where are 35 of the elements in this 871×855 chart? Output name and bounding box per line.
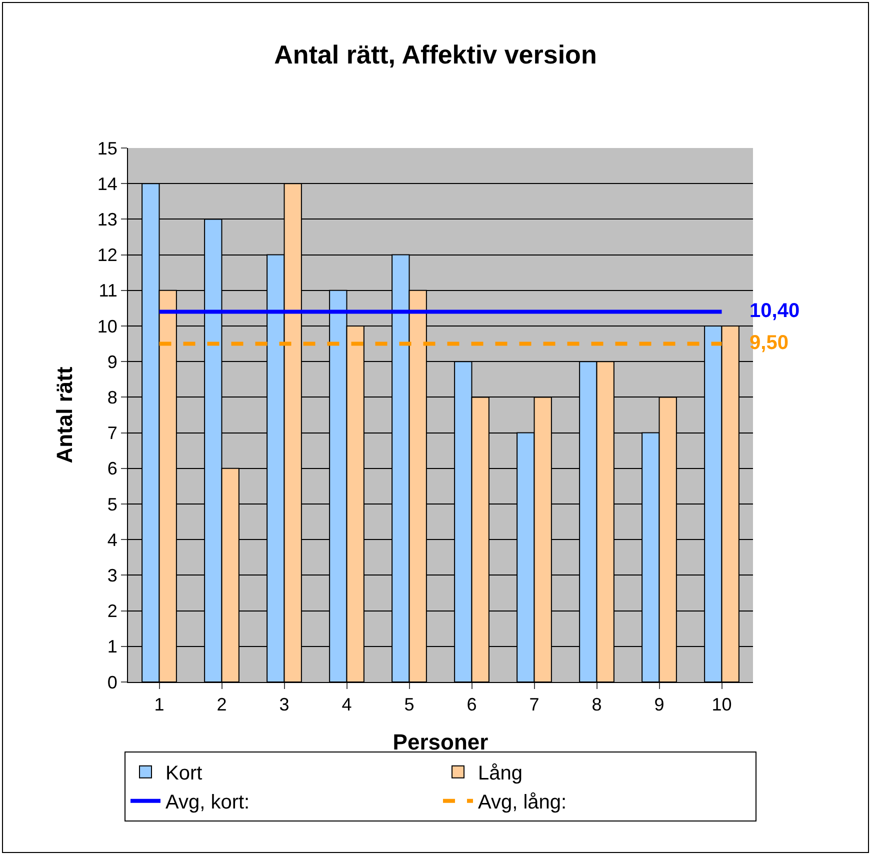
x-tick-label: 6 [466, 694, 477, 715]
y-tick-label: 7 [107, 423, 118, 444]
y-tick-label: 12 [97, 245, 118, 266]
y-tick-label: 14 [97, 174, 118, 194]
legend-label: Avg, kort: [166, 792, 250, 814]
x-tick-label: 2 [216, 694, 227, 715]
x-tick-label: 3 [279, 694, 290, 715]
y-tick-label: 3 [107, 566, 118, 586]
y-tick-label: 0 [107, 672, 118, 692]
y-tick-label: 1 [107, 636, 118, 657]
x-tick-label: 10 [712, 694, 732, 715]
x-tick-label: 8 [592, 694, 602, 715]
y-tick-label: 10 [97, 316, 118, 336]
y-tick-label: 11 [98, 280, 118, 301]
x-tick-label: 5 [404, 694, 414, 715]
x-tick-label: 1 [154, 694, 164, 715]
y-tick-label: 9 [107, 352, 118, 372]
legend-label: Lång [478, 762, 522, 785]
x-tick-label: 7 [529, 694, 540, 715]
y-tick-label: 4 [107, 530, 118, 550]
chart-title: Antal rätt, Affektiv version [274, 40, 597, 70]
legend-label: Kort [166, 762, 203, 785]
data-label: 10,40 [722, 300, 800, 322]
x-axis-title: Personer [392, 730, 489, 754]
y-tick-label: 6 [107, 458, 118, 479]
y-axis-title: Antal rätt [52, 366, 78, 464]
y-tick-label: 13 [97, 210, 118, 230]
legend-label: Avg, lång: [478, 792, 567, 814]
x-tick-label: 9 [654, 694, 664, 715]
y-tick-label: 5 [107, 494, 118, 514]
y-tick-label: 8 [107, 388, 118, 408]
x-tick-label: 4 [342, 694, 352, 715]
y-tick-label: 2 [107, 601, 118, 622]
y-tick-label: 15 [97, 138, 118, 158]
data-label: 9,50 [722, 332, 788, 354]
